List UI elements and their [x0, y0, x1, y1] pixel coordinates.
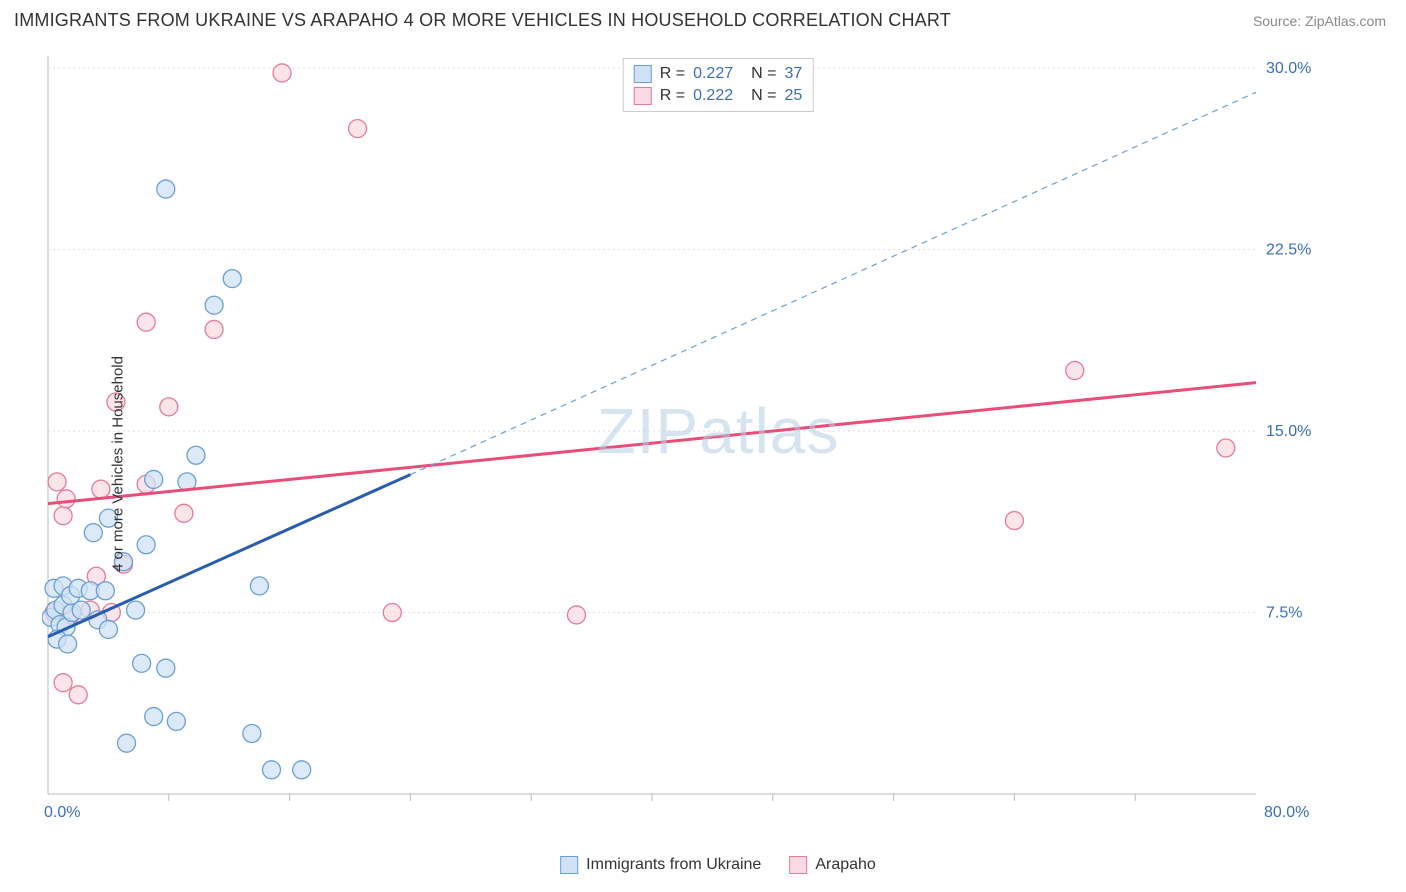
svg-text:22.5%: 22.5%	[1266, 242, 1311, 259]
series-name-arapaho: Arapaho	[815, 856, 876, 874]
x-axis-min: 0.0%	[44, 804, 80, 822]
scatter-plot-svg: 7.5% 15.0% 22.5% 30.0%	[42, 50, 1326, 830]
legend-row-arapaho: R = 0.222 N = 25	[634, 85, 803, 107]
svg-text:7.5%: 7.5%	[1266, 605, 1302, 622]
r-value-ukraine: 0.227	[693, 65, 733, 83]
chart-source: Source: ZipAtlas.com	[1253, 13, 1386, 29]
series-legend: Immigrants from Ukraine Arapaho	[560, 856, 876, 874]
correlation-legend: R = 0.227 N = 37 R = 0.222 N = 25	[623, 58, 814, 112]
chart-title: IMMIGRANTS FROM UKRAINE VS ARAPAHO 4 OR …	[14, 10, 951, 31]
svg-text:15.0%: 15.0%	[1266, 423, 1311, 440]
legend-item-ukraine: Immigrants from Ukraine	[560, 856, 761, 874]
legend-row-ukraine: R = 0.227 N = 37	[634, 63, 803, 85]
n-value-arapaho: 25	[784, 87, 802, 105]
chart-header: IMMIGRANTS FROM UKRAINE VS ARAPAHO 4 OR …	[0, 0, 1406, 37]
swatch-ukraine	[634, 65, 652, 83]
swatch-ukraine-bottom	[560, 856, 578, 874]
series-name-ukraine: Immigrants from Ukraine	[586, 856, 761, 874]
x-axis-max: 80.0%	[1264, 804, 1309, 822]
chart-area: 4 or more Vehicles in Household 7.5% 15.0…	[42, 50, 1394, 878]
legend-item-arapaho: Arapaho	[789, 856, 876, 874]
swatch-arapaho	[634, 87, 652, 105]
r-value-arapaho: 0.222	[693, 87, 733, 105]
swatch-arapaho-bottom	[789, 856, 807, 874]
n-value-ukraine: 37	[784, 65, 802, 83]
y-axis-label: 4 or more Vehicles in Household	[109, 356, 126, 572]
svg-text:30.0%: 30.0%	[1266, 60, 1311, 77]
